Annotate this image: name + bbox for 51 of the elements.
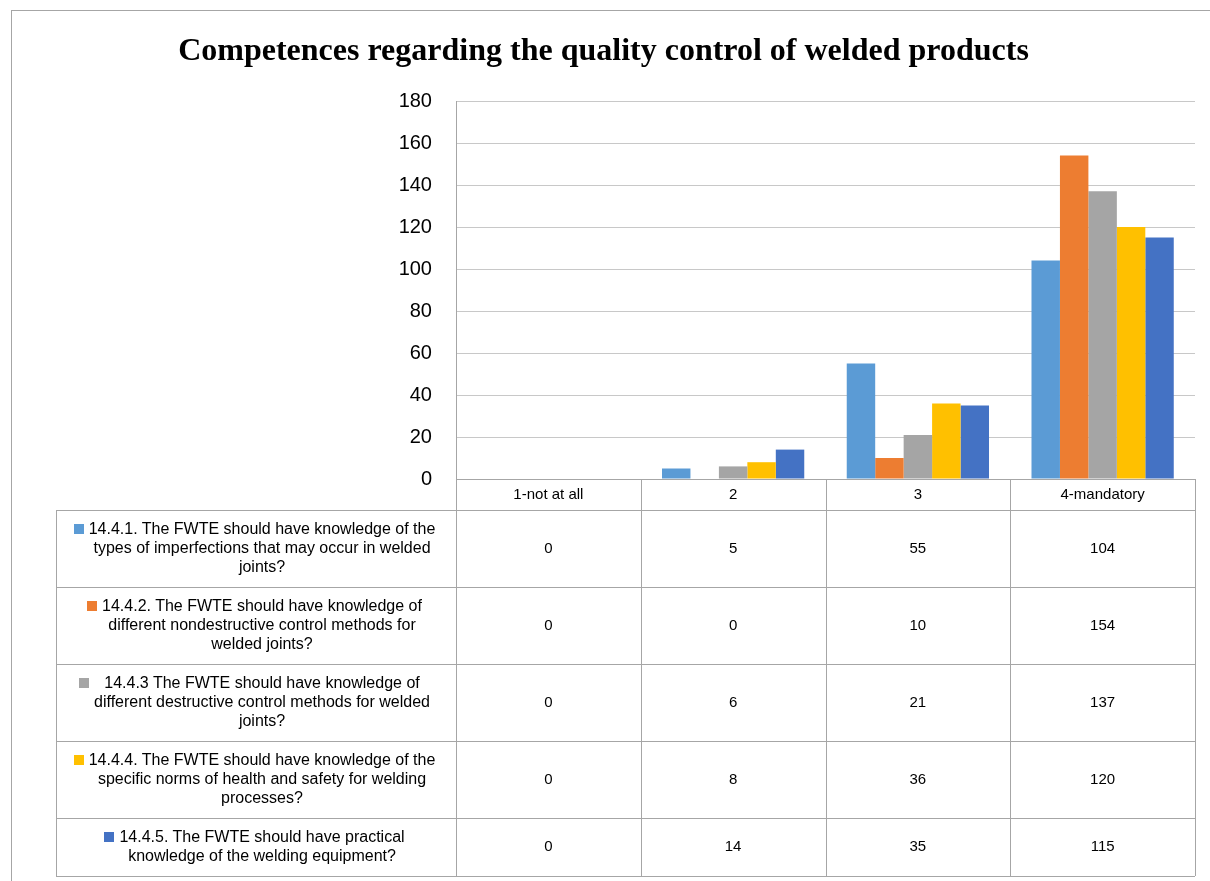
bar [875,458,904,479]
bar [747,462,776,479]
data-label: 10 [909,615,927,633]
bar [775,449,805,479]
bar [1116,227,1146,479]
x-tick-label: 4-mandatory [1060,485,1146,503]
legend-label: 14.4.2. The FWTE should have knowledge of different nondestructive control methods for welded joints? [102,596,423,652]
bar [960,405,989,479]
data-label: 6 [728,692,738,710]
bar [1059,155,1089,479]
data-label: 36 [909,769,927,787]
y-tick-label: 160 [398,130,432,153]
legend-label: 14.4.3 The FWTE should have knowledge of different destructive control methods for welded joints? [94,673,430,729]
bar [932,403,961,479]
data-label: 0 [544,837,553,855]
bar [1145,237,1174,479]
data-label: 137 [1090,692,1116,710]
x-tick-label: 3 [913,485,923,503]
data-label: 120 [1090,769,1116,787]
y-tick-label: 60 [409,340,432,363]
y-tick-label: 140 [398,172,432,195]
data-label: 55 [909,538,927,556]
data-label: 104 [1090,538,1116,556]
y-tick-label: 0 [420,466,432,489]
bar [846,363,876,479]
data-label: 115 [1090,837,1115,855]
y-tick-label: 20 [409,424,432,447]
data-label: 8 [728,769,738,787]
y-tick-label: 80 [409,298,432,321]
data-label: 0 [544,692,553,710]
x-tick-label: 1-not at all [513,485,584,503]
legend-label: 14.4.5. The FWTE should have practical knowledge of the welding equipment? [119,827,405,864]
data-label: 154 [1090,615,1116,633]
data-label: 0 [544,769,553,787]
y-tick-label: 120 [398,214,432,237]
legend-label: 14.4.1. The FWTE should have knowledge of the types of imperfections that may occur in welded joints? [88,519,436,575]
data-label: 14 [724,837,742,855]
data-label: 0 [544,538,553,556]
chart-title: Competences regarding the quality control of welded products [178,31,1029,68]
data-label: 0 [544,615,553,633]
data-label: 0 [728,615,738,633]
bar [1031,260,1060,479]
y-tick-label: 40 [409,382,432,405]
data-label: 35 [909,837,927,855]
y-tick-label: 100 [398,256,432,279]
data-label: 21 [909,692,927,710]
y-tick-label: 180 [398,88,432,111]
data-label: 5 [728,538,738,556]
legend-label: 14.4.4. The FWTE should have knowledge of the specific norms of health and safety for welding processes? [88,750,436,806]
x-tick-label: 2 [728,485,738,503]
bar [662,468,691,479]
